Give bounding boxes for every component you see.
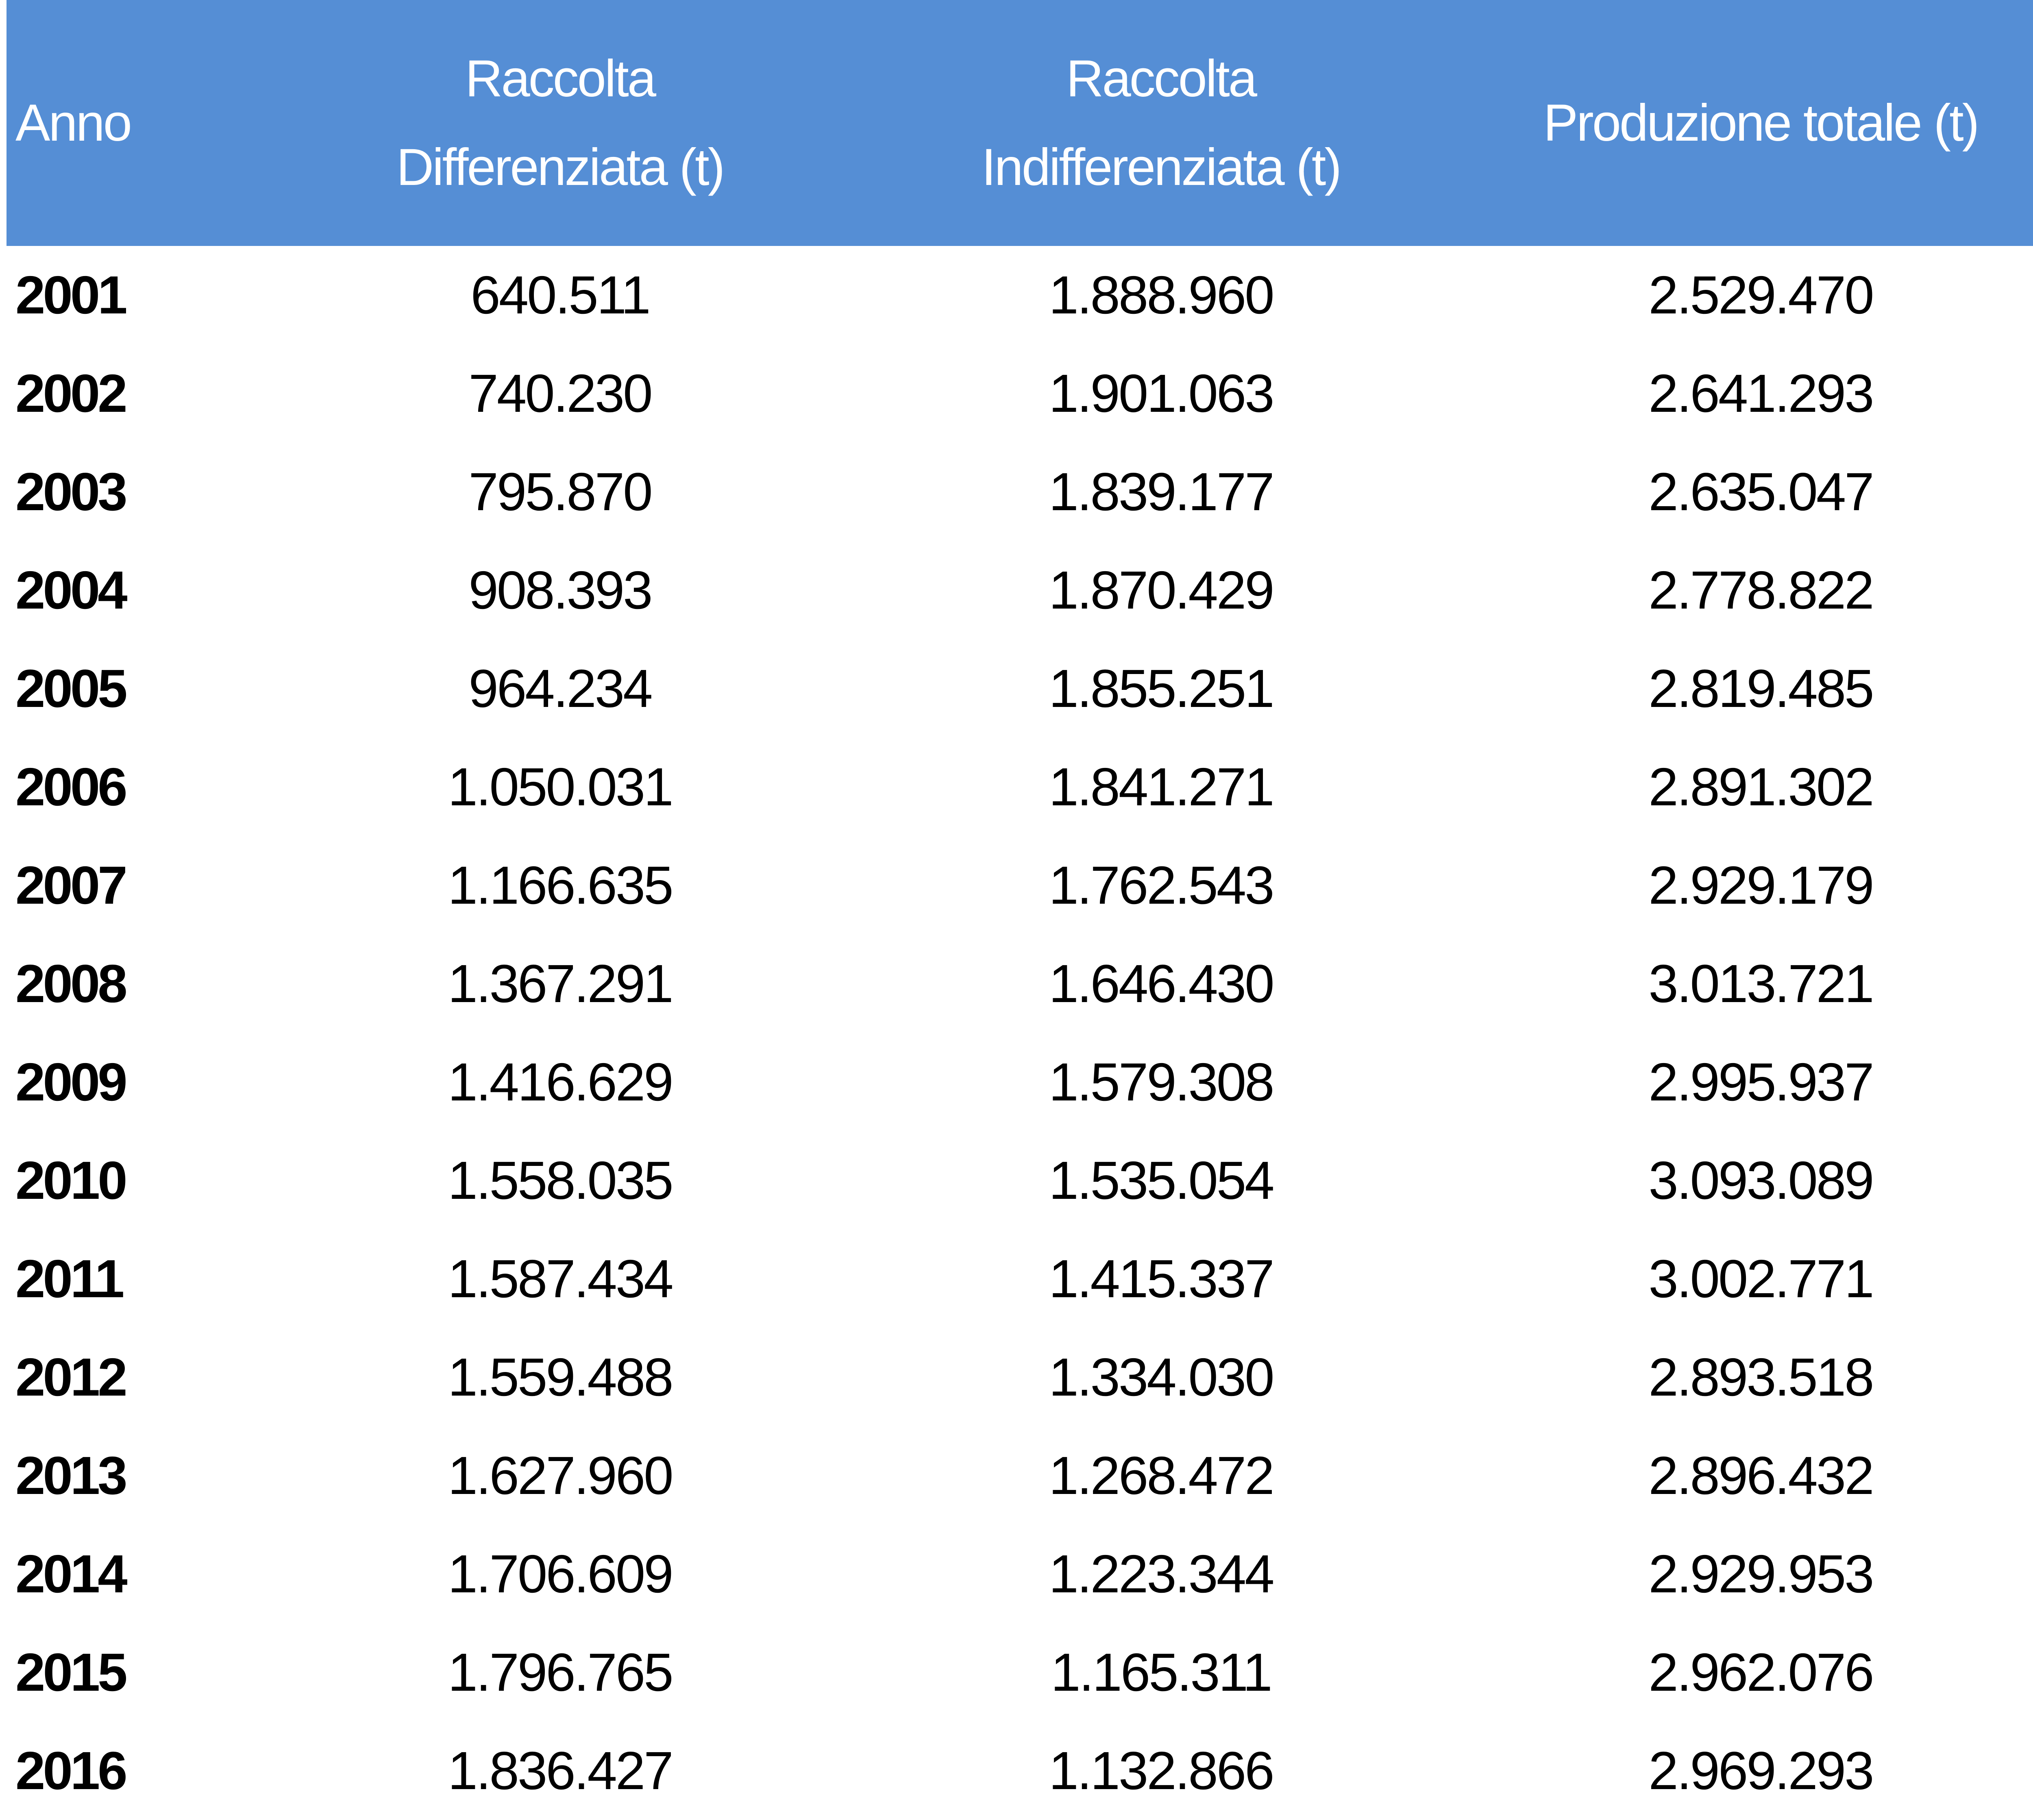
cell-anno: 2016 (15, 1741, 128, 1800)
cell-raccolta-indifferenziata: 1.165.311 (1051, 1642, 1272, 1702)
column-header-anno: Anno (15, 0, 300, 246)
cell-raccolta-differenziata: 640.511 (470, 265, 651, 325)
cell-raccolta-differenziata: 1.836.427 (448, 1741, 673, 1800)
table-row: 2011 1.587.434 1.415.337 3.002.771 52,9 … (7, 1230, 2033, 1328)
cell-raccolta-differenziata: 1.558.035 (448, 1150, 673, 1210)
cell-produzione-totale: 2.929.179 (1648, 855, 1874, 915)
cell-raccolta-differenziata: 1.587.434 (448, 1249, 673, 1309)
cell-raccolta-differenziata: 1.796.765 (448, 1642, 673, 1702)
cell-raccolta-indifferenziata: 1.888.960 (1049, 265, 1274, 325)
cell-raccolta-differenziata: 964.234 (468, 659, 653, 718)
cell-produzione-totale: 2.893.518 (1648, 1347, 1874, 1407)
cell-anno: 2004 (15, 560, 128, 620)
cell-produzione-totale: 2.995.937 (1648, 1052, 1874, 1112)
cell-raccolta-indifferenziata: 1.901.063 (1049, 363, 1274, 423)
cell-anno: 2007 (15, 855, 128, 915)
table-row: 2012 1.559.488 1.334.030 2.893.518 53,9 … (7, 1328, 2033, 1426)
cell-raccolta-differenziata: 795.870 (468, 462, 653, 522)
cell-anno: 2012 (15, 1347, 128, 1407)
column-header-produzione-totale: Produzione totale (t) (1456, 0, 2033, 246)
cell-anno: 2014 (15, 1544, 128, 1604)
cell-raccolta-indifferenziata: 1.841.271 (1049, 757, 1274, 817)
cell-raccolta-differenziata: 1.416.629 (448, 1052, 673, 1112)
table-row: 2016 1.836.427 1.132.866 2.969.293 61,8 … (7, 1722, 2033, 1820)
cell-anno: 2010 (15, 1150, 128, 1210)
cell-produzione-totale: 2.819.485 (1648, 659, 1874, 718)
cell-anno: 2006 (15, 757, 128, 817)
column-header-label: Anno (15, 94, 132, 152)
cell-raccolta-indifferenziata: 1.132.866 (1049, 1741, 1274, 1800)
cell-raccolta-differenziata: 1.706.609 (448, 1544, 673, 1604)
cell-raccolta-indifferenziata: 1.334.030 (1049, 1347, 1274, 1407)
table-row: 2009 1.416.629 1.579.308 2.995.937 47,3 … (7, 1033, 2033, 1131)
cell-produzione-totale: 3.002.771 (1648, 1249, 1874, 1309)
cell-produzione-totale: 2.529.470 (1648, 265, 1874, 325)
table-header-row: Anno Raccolta Differenziata (t) Raccolta… (7, 0, 2033, 246)
table-row: 2008 1.367.291 1.646.430 3.013.721 45,4 … (7, 935, 2033, 1033)
cell-raccolta-differenziata: 1.559.488 (448, 1347, 673, 1407)
cell-raccolta-indifferenziata: 1.579.308 (1049, 1052, 1274, 1112)
cell-raccolta-differenziata: 908.393 (468, 560, 653, 620)
cell-raccolta-indifferenziata: 1.855.251 (1049, 659, 1274, 718)
cell-anno: 2008 (15, 954, 128, 1013)
cell-raccolta-differenziata: 1.627.960 (448, 1446, 673, 1505)
table-row: 2005 964.234 1.855.251 2.819.485 34,2 22… (7, 639, 2033, 738)
cell-raccolta-differenziata: 1.367.291 (448, 954, 673, 1013)
cell-raccolta-indifferenziata: 1.415.337 (1049, 1249, 1274, 1309)
table-row: 2010 1.558.035 1.535.054 3.093.089 50,4 … (7, 1131, 2033, 1230)
cell-produzione-totale: 2.891.302 (1648, 757, 1874, 817)
cell-produzione-totale: 3.013.721 (1648, 954, 1874, 1013)
cell-produzione-totale: 2.778.822 (1648, 560, 1874, 620)
cell-raccolta-differenziata: 1.166.635 (448, 855, 673, 915)
cell-produzione-totale: 3.093.089 (1648, 1150, 1874, 1210)
cell-anno: 2013 (15, 1446, 128, 1505)
cell-raccolta-differenziata: 740.230 (468, 363, 653, 423)
column-header-raccolta-indifferenziata: Raccolta Indifferenziata (t) (876, 0, 1445, 246)
column-header-raccolta-differenziata: Raccolta Differenziata (t) (275, 0, 845, 246)
cell-anno: 2009 (15, 1052, 128, 1112)
cell-produzione-totale: 2.641.293 (1648, 363, 1874, 423)
column-header-label: Raccolta Indifferenziata (t) (981, 49, 1342, 196)
cell-anno: 2002 (15, 363, 128, 423)
cell-produzione-totale: 2.896.432 (1648, 1446, 1874, 1505)
column-header-label: Produzione totale (t) (1543, 94, 1980, 152)
table-row: 2013 1.627.960 1.268.472 2.896.432 56,2 … (7, 1426, 2033, 1525)
cell-produzione-totale: 2.962.076 (1648, 1642, 1874, 1702)
cell-raccolta-indifferenziata: 1.646.430 (1049, 954, 1274, 1013)
table-row: 2007 1.166.635 1.762.543 2.929.179 39,8 … (7, 836, 2033, 935)
cell-raccolta-indifferenziata: 1.268.472 (1049, 1446, 1274, 1505)
cell-anno: 2001 (15, 265, 128, 325)
cell-produzione-totale: 2.969.293 (1648, 1741, 1874, 1800)
cell-produzione-totale: 2.635.047 (1648, 462, 1874, 522)
cell-anno: 2011 (15, 1249, 124, 1309)
cell-anno: 2003 (15, 462, 128, 522)
table-row: 2002 740.230 1.901.063 2.641.293 28,0 18… (7, 344, 2033, 443)
table-row: 2004 908.393 1.870.429 2.778.822 32,7 21… (7, 541, 2033, 639)
data-table: Anno Raccolta Differenziata (t) Raccolta… (7, 0, 2033, 1817)
column-header-label: Raccolta Differenziata (t) (396, 49, 725, 196)
table-body: 2001 640.511 1.888.960 2.529.470 25,3 15… (7, 246, 2033, 1820)
cell-raccolta-indifferenziata: 1.839.177 (1049, 462, 1274, 522)
cell-produzione-totale: 2.929.953 (1648, 1544, 1874, 1604)
cell-anno: 2005 (15, 659, 128, 718)
table-row: 2015 1.796.765 1.165.311 2.962.076 60,7 … (7, 1623, 2033, 1722)
cell-raccolta-indifferenziata: 1.870.429 (1049, 560, 1274, 620)
cell-raccolta-indifferenziata: 1.762.543 (1049, 855, 1274, 915)
table-row: 2006 1.050.031 1.841.271 2.891.302 36,3 … (7, 738, 2033, 836)
table-row: 2014 1.706.609 1.223.344 2.929.953 58,2 … (7, 1525, 2033, 1623)
cell-anno: 2015 (15, 1642, 128, 1702)
table-row: 2001 640.511 1.888.960 2.529.470 25,3 15… (7, 246, 2033, 344)
cell-raccolta-indifferenziata: 1.535.054 (1049, 1150, 1274, 1210)
table-row: 2003 795.870 1.839.177 2.635.047 30,2 19… (7, 443, 2033, 541)
cell-raccolta-indifferenziata: 1.223.344 (1049, 1544, 1274, 1604)
cell-raccolta-differenziata: 1.050.031 (448, 757, 673, 817)
